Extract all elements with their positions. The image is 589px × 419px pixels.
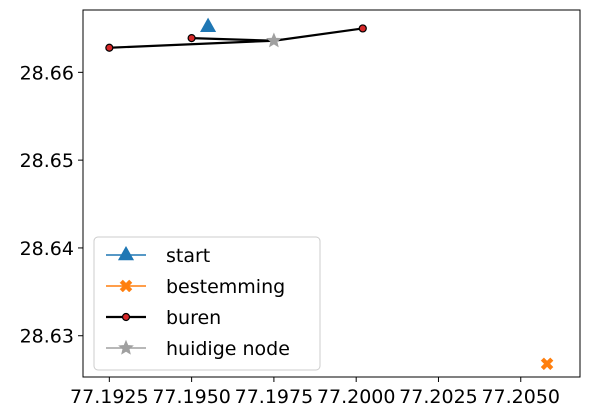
y-tick-label: 28.65 (20, 150, 74, 172)
x-tick-label: 77.2000 (317, 386, 396, 408)
legend-label-huidige-node: huidige node (166, 338, 290, 360)
series-buren-segment (273, 27, 363, 42)
series-buren-point (358, 24, 367, 33)
axes-frame (82, 9, 581, 378)
y-tick-label: 28.63 (20, 326, 74, 348)
x-tick-label: 77.2050 (481, 386, 560, 408)
legend-label-bestemming: bestemming (166, 276, 285, 298)
series-bestemming-point (540, 357, 554, 371)
x-tick-label: 77.1950 (152, 386, 231, 408)
legend-marker-buren (121, 312, 131, 322)
series-buren-segment (191, 36, 274, 42)
legend-label-buren: buren (166, 307, 221, 329)
y-tick-label: 28.64 (20, 238, 74, 260)
legend: start bestemming buren huidige node (93, 236, 321, 371)
x-tick-label: 77.1975 (235, 386, 314, 408)
legend-marker-huidige-node (118, 339, 134, 355)
legend-marker-start (117, 245, 135, 261)
legend-box (93, 236, 321, 371)
legend-marker-bestemming (119, 279, 133, 293)
series-start-point (200, 17, 217, 32)
series-buren-point (187, 33, 196, 43)
x-tick-label: 77.1925 (70, 386, 149, 408)
plot-layer (105, 17, 554, 371)
legend-label-start: start (166, 245, 210, 267)
series-huidige-node-point (266, 32, 282, 48)
x-tick-label: 77.2025 (399, 386, 478, 408)
series-buren-segment (109, 39, 274, 49)
series-buren-point (105, 43, 114, 52)
axes-layer: 77.1925 77.1950 77.1975 77.2000 77.2025 77.20… (20, 9, 581, 408)
y-tick-label: 28.66 (20, 62, 74, 84)
